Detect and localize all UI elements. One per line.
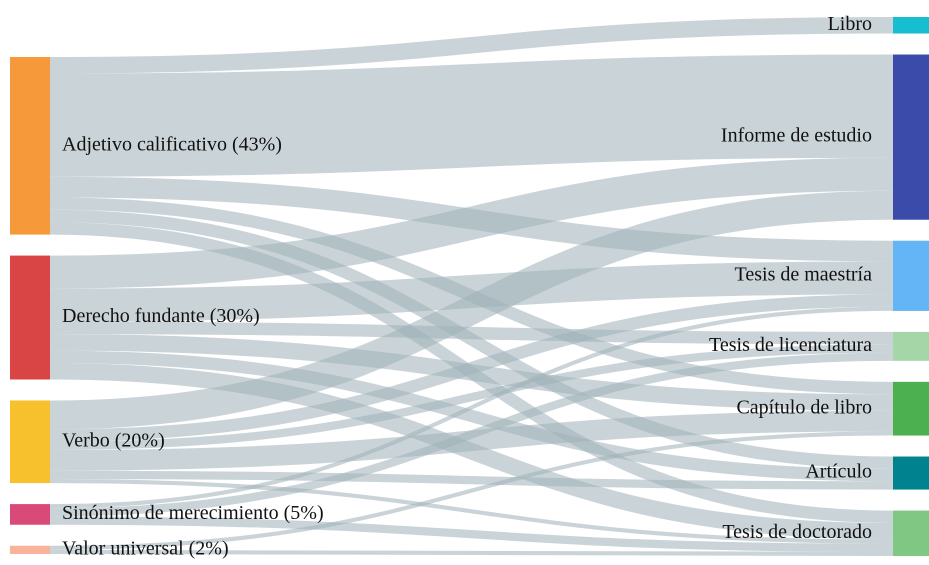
links <box>49 17 894 556</box>
node-label: Valor universal (2%) <box>62 537 229 559</box>
node-label: Sinónimo de merecimiento (5%) <box>62 502 324 524</box>
node <box>893 456 929 490</box>
node-label: Tesis de maestría <box>735 263 873 285</box>
node-label: Tesis de licenciatura <box>709 334 872 356</box>
link <box>49 350 894 482</box>
link <box>49 209 894 469</box>
node <box>10 545 50 554</box>
node-label: Libro <box>828 13 872 35</box>
node <box>893 240 929 311</box>
node-label: Capítulo de libro <box>736 396 872 418</box>
node <box>893 510 929 556</box>
link <box>49 410 894 471</box>
node <box>10 504 50 525</box>
node <box>893 54 929 220</box>
link <box>49 261 894 322</box>
link <box>49 470 894 490</box>
link <box>49 352 894 517</box>
link <box>49 478 894 544</box>
node-label: Artículo <box>805 461 872 483</box>
node <box>10 57 50 235</box>
node <box>893 17 929 34</box>
link <box>49 516 894 552</box>
link <box>49 157 894 289</box>
link <box>49 344 894 451</box>
node-label: Tesis de doctorado <box>722 521 872 543</box>
node-label: Adjetivo calificativo (43%) <box>62 133 282 155</box>
link <box>49 549 894 556</box>
link <box>49 17 894 74</box>
node <box>893 381 929 436</box>
node <box>10 400 50 484</box>
link <box>49 306 894 509</box>
link <box>49 54 894 177</box>
node <box>893 331 929 361</box>
link <box>49 190 894 430</box>
link <box>49 431 894 550</box>
node <box>10 255 50 380</box>
link <box>49 321 894 345</box>
node-label: Verbo (20%) <box>62 429 165 451</box>
link <box>49 294 894 442</box>
node-label: Derecho fundante (30%) <box>62 305 260 327</box>
link <box>49 362 894 540</box>
node-label: Informe de estudio <box>721 125 872 147</box>
